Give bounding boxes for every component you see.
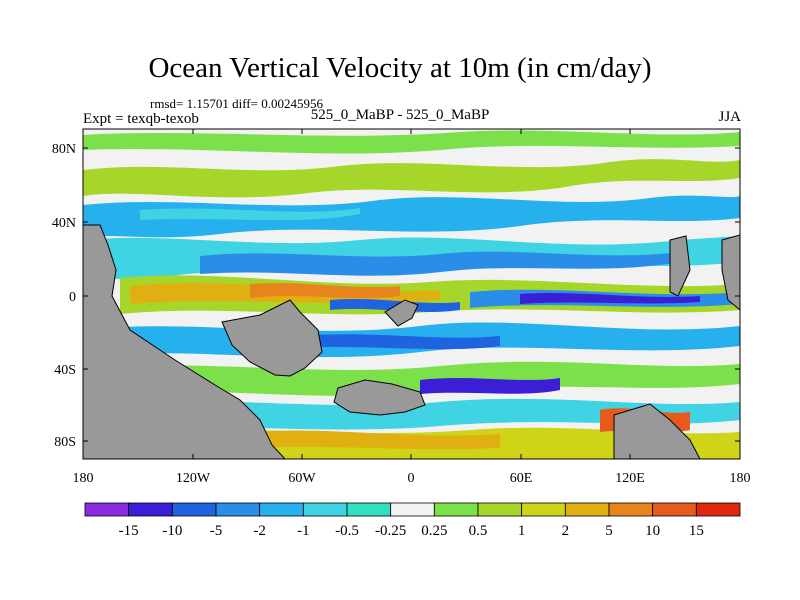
lat-tick-label: 40S xyxy=(54,363,76,378)
lon-tick-label: 180 xyxy=(730,471,751,486)
colorbar-swatch xyxy=(477,502,523,517)
colorbar-label: 0.25 xyxy=(421,523,447,539)
colorbar-swatch xyxy=(390,502,435,517)
colorbar-swatch xyxy=(171,502,217,517)
colorbar-label: 5 xyxy=(605,523,613,539)
stats-label: rmsd= 1.15701 diff= 0.00245956 xyxy=(150,96,323,111)
case-label: 525_0_MaBP - 525_0_MaBP xyxy=(310,107,490,123)
colorbar-swatch xyxy=(302,502,348,517)
colorbar xyxy=(84,502,741,517)
colorbar-swatch xyxy=(259,502,304,517)
colorbar-swatch xyxy=(652,502,697,517)
colorbar-label: -0.5 xyxy=(335,523,359,539)
colorbar-swatch xyxy=(128,502,173,517)
lon-tick-label: 60E xyxy=(510,471,533,486)
lat-tick-label: 80N xyxy=(52,142,76,157)
colorbar-label: -1 xyxy=(297,523,310,539)
lat-tick-label: 0 xyxy=(69,290,76,305)
colorbar-swatch xyxy=(346,502,392,517)
season-label: JJA xyxy=(718,109,741,125)
colorbar-label: -15 xyxy=(119,523,139,539)
colorbar-swatch xyxy=(433,502,479,517)
colorbar-swatch xyxy=(215,502,261,517)
colorbar-labels: -15 -10 -5 -2 -1 -0.5 -0.25 0.25 0.5 1 2 5 10 15 xyxy=(119,523,704,539)
colorbar-label: 1 xyxy=(518,523,526,539)
colorbar-swatch xyxy=(695,502,741,517)
lat-tick-label: 40N xyxy=(52,216,76,231)
lon-axis: 180 120W 60W 0 60E 120E 180 xyxy=(73,129,751,486)
land-masses xyxy=(83,224,740,459)
colorbar-label: 15 xyxy=(689,523,704,539)
map-title: Ocean Vertical Velocity at 10m (in cm/da… xyxy=(148,52,652,84)
lon-tick-label: 60W xyxy=(288,471,316,486)
colorbar-swatch xyxy=(608,502,654,517)
colorbar-label: -2 xyxy=(253,523,266,539)
lat-tick-label: 80S xyxy=(54,435,76,450)
colorbar-swatch xyxy=(521,502,566,517)
colorbar-label: -0.25 xyxy=(375,523,406,539)
lon-tick-label: 120W xyxy=(176,471,211,486)
colorbar-swatch xyxy=(564,502,610,517)
colorbar-label: 0.5 xyxy=(469,523,488,539)
map-field xyxy=(83,129,740,459)
colorbar-swatch xyxy=(84,502,130,517)
lon-tick-label: 0 xyxy=(408,471,415,486)
colorbar-label: 10 xyxy=(645,523,660,539)
experiment-label: Expt = texqb-texob xyxy=(83,111,199,127)
colorbar-label: 2 xyxy=(562,523,570,539)
lat-axis: 80N 40N 0 40S 80S xyxy=(52,142,740,450)
lon-tick-label: 180 xyxy=(73,471,94,486)
colorbar-label: -5 xyxy=(210,523,223,539)
colorbar-label: -10 xyxy=(162,523,182,539)
lon-tick-label: 120E xyxy=(615,471,645,486)
